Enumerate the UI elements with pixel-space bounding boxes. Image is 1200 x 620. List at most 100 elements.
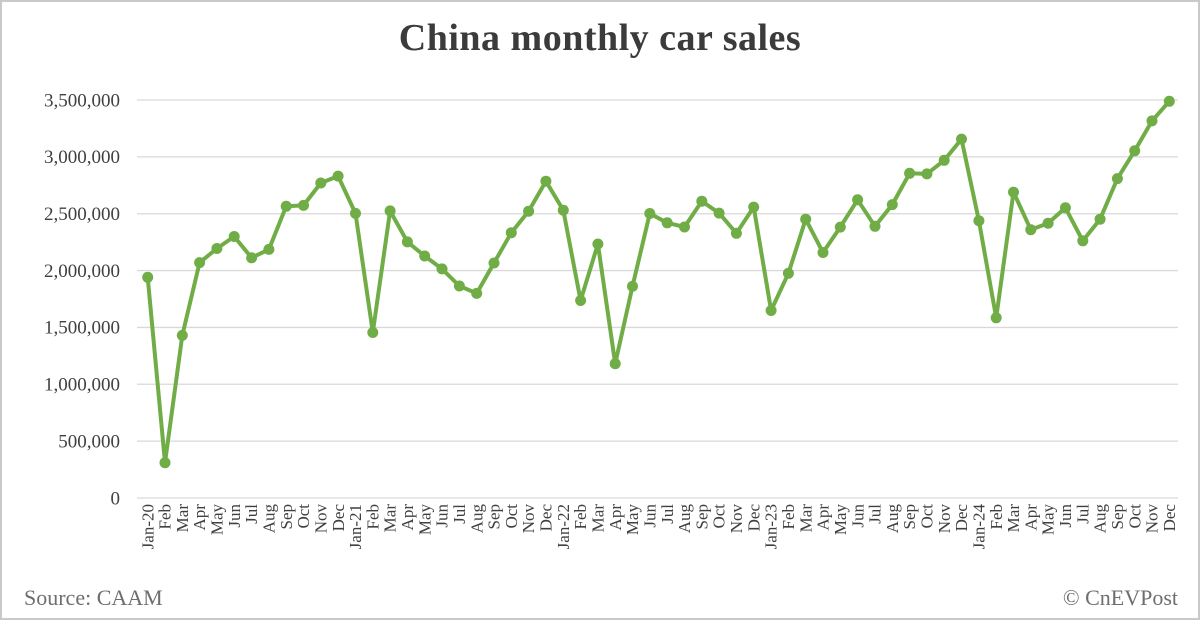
x-axis-tick-label: Aug <box>1091 504 1110 534</box>
x-axis-tick-label: Sep <box>485 504 504 529</box>
chart-title: China monthly car sales <box>398 17 802 59</box>
data-point-marker <box>298 199 309 211</box>
data-point-marker <box>332 170 344 182</box>
x-axis-tick-label: Jun <box>848 504 867 528</box>
x-axis-tick-label: Jun <box>1056 504 1075 528</box>
x-axis-tick-label: Jan-24 <box>969 504 988 550</box>
data-point-marker <box>800 213 812 225</box>
x-axis-tick-label: Oct <box>1125 504 1144 529</box>
x-axis-tick-label: Jun <box>640 504 659 528</box>
data-point-marker <box>748 201 760 213</box>
x-axis-tick-label: Nov <box>1143 504 1162 534</box>
data-point-marker <box>869 220 881 232</box>
data-point-marker <box>627 280 638 292</box>
x-axis-tick-label: Sep <box>1108 504 1127 530</box>
x-axis-tick-label: Apr <box>606 504 625 531</box>
x-axis-tick-label: Feb <box>779 504 798 530</box>
x-axis-tick-label: May <box>623 504 642 536</box>
x-axis-tick-label: May <box>415 504 434 536</box>
data-point-marker <box>505 227 517 239</box>
data-point-marker <box>1094 213 1106 225</box>
x-axis-tick-label: Nov <box>727 504 746 534</box>
data-point-marker <box>938 154 950 166</box>
y-axis-tick-label: 500,000 <box>58 431 120 452</box>
data-point-marker <box>575 295 587 306</box>
data-point-marker <box>782 267 794 279</box>
x-axis-tick-label: Mar <box>381 504 400 533</box>
y-axis-tick-label: 2,500,000 <box>44 204 120 225</box>
data-point-marker <box>1059 202 1071 214</box>
data-point-marker <box>921 168 933 180</box>
x-axis-tick-label: Jan-23 <box>762 504 781 549</box>
x-axis-tick-label: Jul <box>866 504 885 524</box>
x-axis-tick-label: Nov <box>519 504 538 534</box>
x-axis-tick-label: May <box>831 504 850 536</box>
data-point-marker <box>1042 217 1054 229</box>
data-point-marker <box>540 175 552 187</box>
x-axis-tick-label: Nov <box>311 504 330 534</box>
x-axis-tick-label: Mar <box>796 504 815 533</box>
x-axis-tick-label: Dec <box>537 504 556 532</box>
x-axis-tick-label: Dec <box>329 504 348 532</box>
data-point-marker <box>644 208 656 219</box>
data-point-marker <box>1008 186 1019 198</box>
data-point-marker <box>713 207 725 219</box>
data-point-marker <box>956 133 967 145</box>
x-axis-tick-label: Dec <box>1160 504 1179 532</box>
data-point-marker <box>159 457 171 469</box>
x-axis-tick-label: Mar <box>1004 504 1023 533</box>
data-point-marker <box>592 238 604 250</box>
x-axis-tick-label: Dec <box>744 504 763 532</box>
data-point-marker <box>557 204 569 216</box>
data-point-marker <box>453 280 465 292</box>
data-point-marker <box>904 167 916 179</box>
x-axis-tick-label: Jul <box>658 504 677 524</box>
data-point-marker <box>471 287 483 299</box>
x-axis-tick-label: Feb <box>156 504 175 530</box>
data-point-marker <box>488 257 500 269</box>
data-point-marker <box>834 221 846 233</box>
x-axis-tick-label: Apr <box>190 504 209 531</box>
x-axis-tick-label: Jan-21 <box>346 504 365 549</box>
x-axis-tick-label: May <box>208 504 227 536</box>
data-point-marker <box>419 250 431 262</box>
y-axis-tick-label: 1,500,000 <box>44 318 120 339</box>
x-axis-tick-label: Aug <box>675 504 694 534</box>
data-point-marker <box>696 195 708 207</box>
data-point-marker <box>730 227 742 239</box>
x-axis-tick-label: Jul <box>1073 504 1092 524</box>
x-axis-tick-label: Aug <box>259 504 278 534</box>
x-axis-tick-label: Jul <box>450 504 469 524</box>
x-axis-tick-label: Feb <box>987 504 1006 530</box>
data-point-marker <box>990 312 1002 324</box>
x-axis-tick-label: Jun <box>225 504 244 528</box>
copyright-credit: © CnEVPost <box>1062 585 1178 610</box>
data-point-marker <box>246 252 258 264</box>
data-point-marker <box>315 177 327 189</box>
data-point-marker <box>228 231 240 242</box>
data-point-marker <box>176 329 188 341</box>
data-point-marker <box>211 243 223 254</box>
x-axis-tick-label: Oct <box>710 504 729 529</box>
x-axis-tick-label: Oct <box>918 504 937 529</box>
x-axis-tick-label: Oct <box>294 504 313 529</box>
data-point-marker <box>350 207 361 219</box>
data-point-marker <box>263 243 275 255</box>
data-point-marker <box>1077 235 1089 247</box>
data-point-marker <box>1111 173 1123 185</box>
x-axis-tick-label: Feb <box>363 504 382 530</box>
data-point-marker <box>401 236 413 248</box>
y-axis-tick-label: 3,000,000 <box>44 147 120 168</box>
y-axis-tick-label: 3,500,000 <box>44 90 120 111</box>
data-point-marker <box>852 194 864 206</box>
data-point-marker <box>436 263 448 275</box>
x-axis-tick-label: Sep <box>900 504 919 530</box>
x-axis-tick-label: Jul <box>242 504 261 524</box>
x-axis-tick-label: Aug <box>467 504 486 534</box>
x-axis-tick-label: May <box>1039 504 1058 536</box>
data-point-marker <box>609 358 621 370</box>
data-point-marker <box>1025 224 1037 236</box>
x-axis-tick-label: Mar <box>173 504 192 533</box>
